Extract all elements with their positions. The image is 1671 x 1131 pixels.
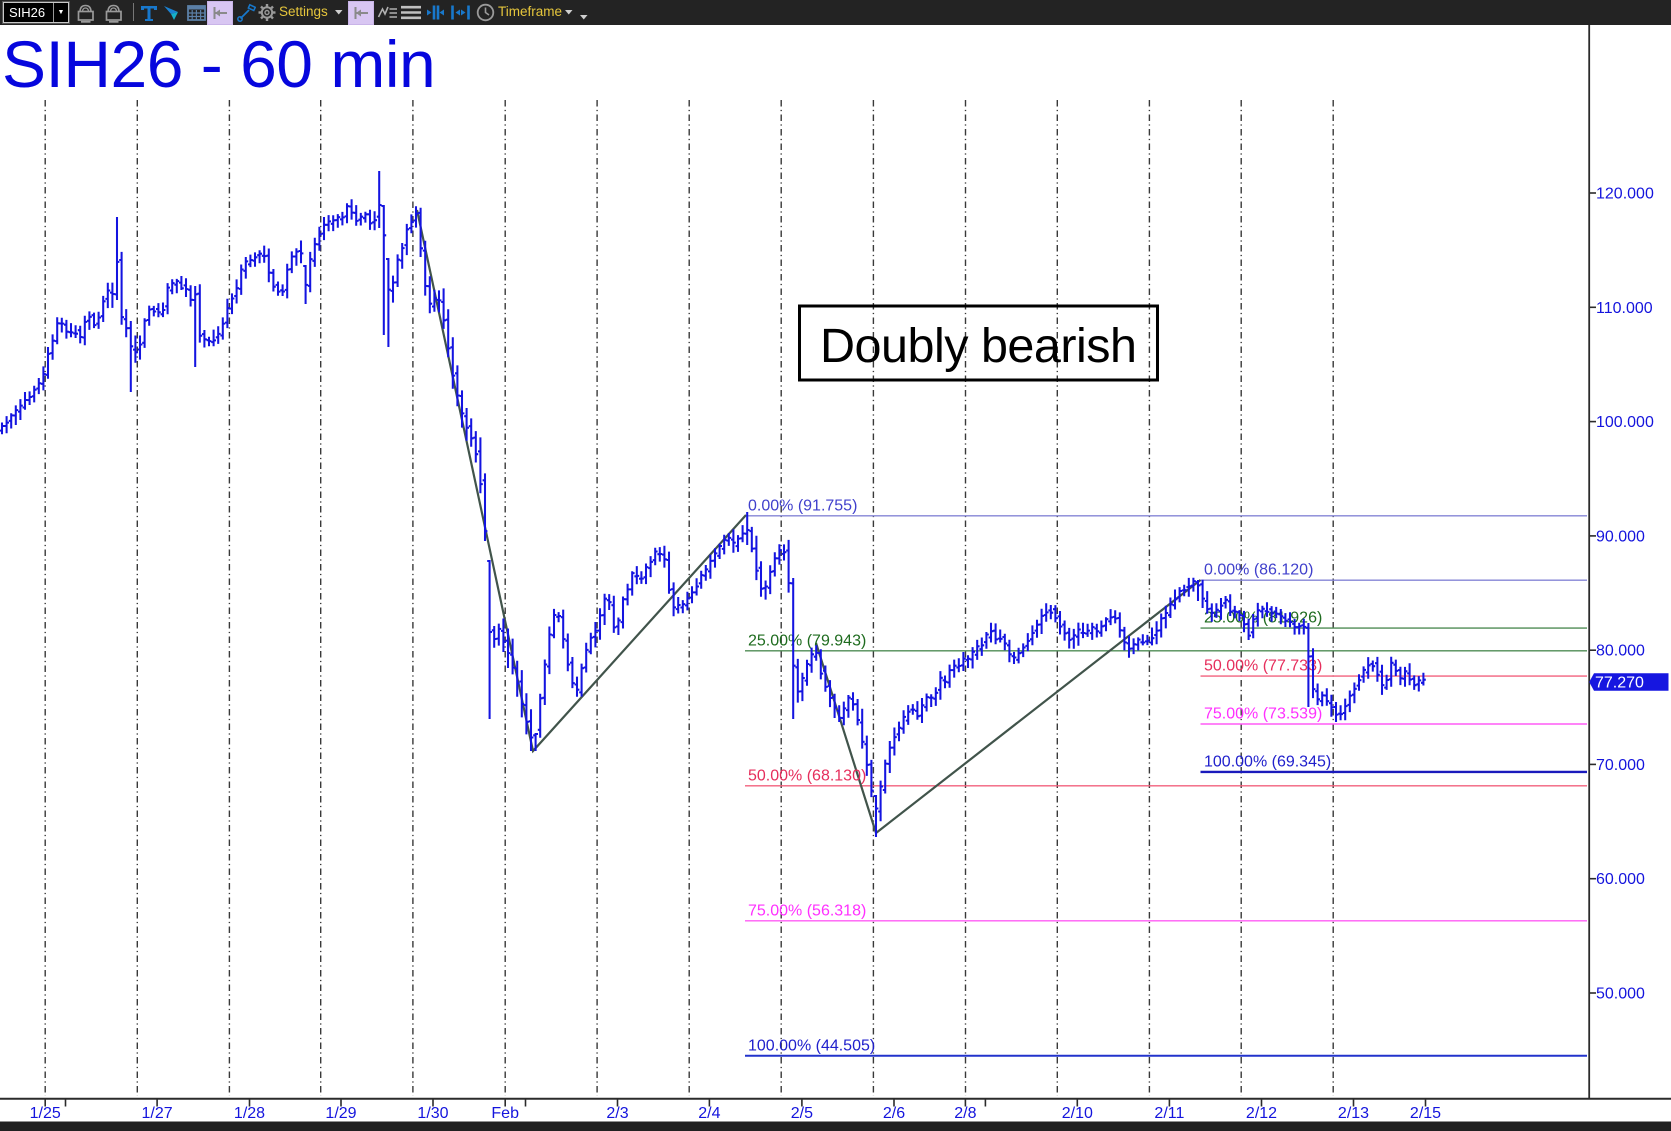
svg-text:100.000: 100.000 <box>1596 414 1654 431</box>
svg-text:110.000: 110.000 <box>1596 300 1653 317</box>
svg-text:2/6: 2/6 <box>883 1105 905 1122</box>
svg-text:100.00% (44.505): 100.00% (44.505) <box>748 1037 875 1054</box>
svg-text:2/10: 2/10 <box>1062 1105 1093 1122</box>
svg-text:1/29: 1/29 <box>325 1105 356 1122</box>
svg-text:25.00% (79.943): 25.00% (79.943) <box>748 632 866 649</box>
svg-text:Doubly bearish: Doubly bearish <box>820 319 1137 373</box>
svg-text:SIH26 - 60 min: SIH26 - 60 min <box>2 27 435 101</box>
svg-text:120.000: 120.000 <box>1596 186 1654 203</box>
svg-text:75.00% (73.539): 75.00% (73.539) <box>1204 706 1322 723</box>
svg-text:90.000: 90.000 <box>1596 528 1645 545</box>
svg-text:60.000: 60.000 <box>1596 871 1645 888</box>
svg-text:50.000: 50.000 <box>1596 986 1645 1003</box>
svg-text:80.000: 80.000 <box>1596 643 1645 660</box>
svg-text:0.00% (86.120): 0.00% (86.120) <box>1204 562 1313 579</box>
svg-text:70.000: 70.000 <box>1596 757 1645 774</box>
svg-text:2/3: 2/3 <box>606 1105 628 1122</box>
svg-text:2/11: 2/11 <box>1154 1105 1184 1122</box>
svg-text:1/30: 1/30 <box>417 1105 448 1122</box>
svg-text:50.00% (77.733): 50.00% (77.733) <box>1204 658 1322 675</box>
svg-text:2/8: 2/8 <box>954 1105 976 1122</box>
svg-text:75.00% (56.318): 75.00% (56.318) <box>748 902 866 919</box>
svg-text:0.00% (91.755): 0.00% (91.755) <box>748 497 857 514</box>
svg-text:1/25: 1/25 <box>30 1105 61 1122</box>
svg-text:1/28: 1/28 <box>234 1105 265 1122</box>
svg-text:2/15: 2/15 <box>1410 1105 1441 1122</box>
svg-text:2/4: 2/4 <box>698 1105 720 1122</box>
svg-text:Feb: Feb <box>491 1105 519 1122</box>
svg-text:1/27: 1/27 <box>142 1105 173 1122</box>
svg-text:2/13: 2/13 <box>1338 1105 1369 1122</box>
svg-text:2/12: 2/12 <box>1246 1105 1277 1122</box>
svg-text:77.270: 77.270 <box>1595 675 1644 692</box>
svg-text:100.00% (69.345): 100.00% (69.345) <box>1204 753 1331 770</box>
svg-text:2/5: 2/5 <box>791 1105 813 1122</box>
svg-text:50.00% (68.130): 50.00% (68.130) <box>748 767 866 784</box>
